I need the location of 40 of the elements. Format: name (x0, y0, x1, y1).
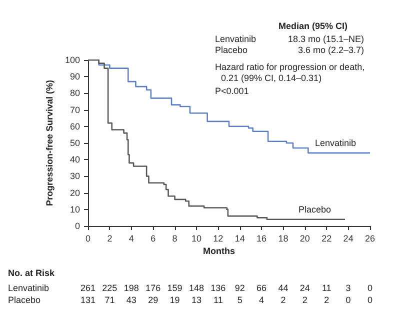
x-axis-title: Months (203, 246, 235, 256)
x-tick-label: 18 (278, 234, 288, 244)
x-tick-label: 10 (191, 234, 202, 244)
y-tick-label: 20 (70, 188, 80, 198)
annotation: Hazard ratio for progression or death, (215, 62, 365, 72)
y-tick-label: 80 (70, 88, 80, 98)
text: Lenvatinib 261 225 198 176 159 148 136 92 66 44 24 11 3 0 (8, 283, 373, 293)
text: No. at Risk (8, 268, 56, 278)
x-tick-label: 12 (213, 234, 224, 244)
y-tick-label: 90 (70, 72, 80, 82)
y-tick-label: 50 (70, 138, 80, 148)
x-tick-label: 16 (256, 234, 267, 244)
x-tick-label: 14 (234, 234, 245, 244)
y-tick-label: 60 (70, 121, 80, 132)
y-tick-label: 10 (70, 204, 80, 214)
x-tick-label: 20 (300, 234, 310, 244)
x-tick-label: 2 (107, 234, 112, 244)
y-tick-label: 40 (70, 154, 80, 165)
x-tick-label: 4 (128, 234, 134, 244)
y-tick-label: 100 (64, 55, 80, 65)
x-tick-label: 24 (343, 234, 354, 244)
x-tick-label: 6 (150, 234, 156, 244)
x-tick-label: 0 (85, 234, 91, 244)
y-tick-label: 30 (70, 171, 80, 182)
text: Median (95% CI) (278, 21, 348, 31)
text: Lenvatinib (215, 34, 256, 44)
text: Placebo (215, 45, 248, 55)
series-label: Lenvatinib (314, 138, 356, 148)
x-tick-label: 8 (172, 234, 178, 244)
text: 18.3 mo (15.1–NE) (288, 34, 364, 44)
text: Placebo 131 71 43 29 19 13 11 5 4 2 2 2 0 0 (8, 295, 373, 305)
x-tick-label: 26 (364, 234, 376, 244)
y-tick-label: 0 (74, 221, 80, 231)
text: 3.6 mo (2.2–3.7) (298, 45, 364, 55)
x-tick-label: 22 (322, 234, 332, 244)
annotation: P<0.001 (215, 86, 249, 96)
series-label: Placebo (298, 204, 332, 214)
y-tick-label: 70 (70, 104, 80, 115)
annotation: 0.21 (99% CI, 0.14–0.31) (221, 73, 322, 83)
y-axis-title: Progression-free Survival (%) (44, 80, 55, 206)
